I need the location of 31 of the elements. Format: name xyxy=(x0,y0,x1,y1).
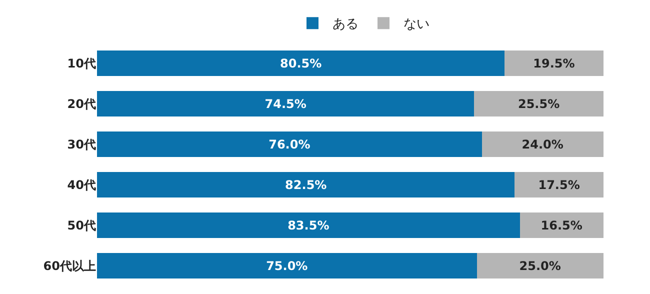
bar xyxy=(97,212,520,238)
y-tick-label: 40代 xyxy=(67,178,96,192)
data-label: 80.5% xyxy=(280,56,322,70)
bar xyxy=(482,131,604,158)
bar xyxy=(514,172,604,198)
legend-label: ない xyxy=(404,17,430,32)
bar xyxy=(97,90,474,117)
data-label: 82.5% xyxy=(285,178,327,192)
y-tick-label: 50代 xyxy=(67,218,96,232)
data-label: 25.5% xyxy=(518,96,560,111)
bar xyxy=(97,131,482,158)
data-label: 83.5% xyxy=(288,218,330,232)
data-label: 76.0% xyxy=(268,137,310,152)
data-label: 16.5% xyxy=(540,218,582,232)
legend-label: ある xyxy=(332,17,358,32)
data-label: 25.0% xyxy=(519,258,561,273)
data-label: 17.5% xyxy=(538,178,580,192)
bar xyxy=(474,90,604,117)
y-tick-label: 10代 xyxy=(67,56,96,70)
data-label: 75.0% xyxy=(266,258,308,273)
data-label: 74.5% xyxy=(264,96,306,111)
y-tick-label: 60代以上 xyxy=(43,258,96,273)
data-label: 24.0% xyxy=(522,137,564,152)
bar xyxy=(476,252,604,279)
bar xyxy=(97,252,477,279)
bar xyxy=(504,50,604,76)
y-tick-label: 20代 xyxy=(67,96,96,111)
data-label: 19.5% xyxy=(533,56,575,70)
y-tick-label: 30代 xyxy=(67,137,96,152)
bar xyxy=(97,172,515,198)
bar xyxy=(97,50,505,76)
